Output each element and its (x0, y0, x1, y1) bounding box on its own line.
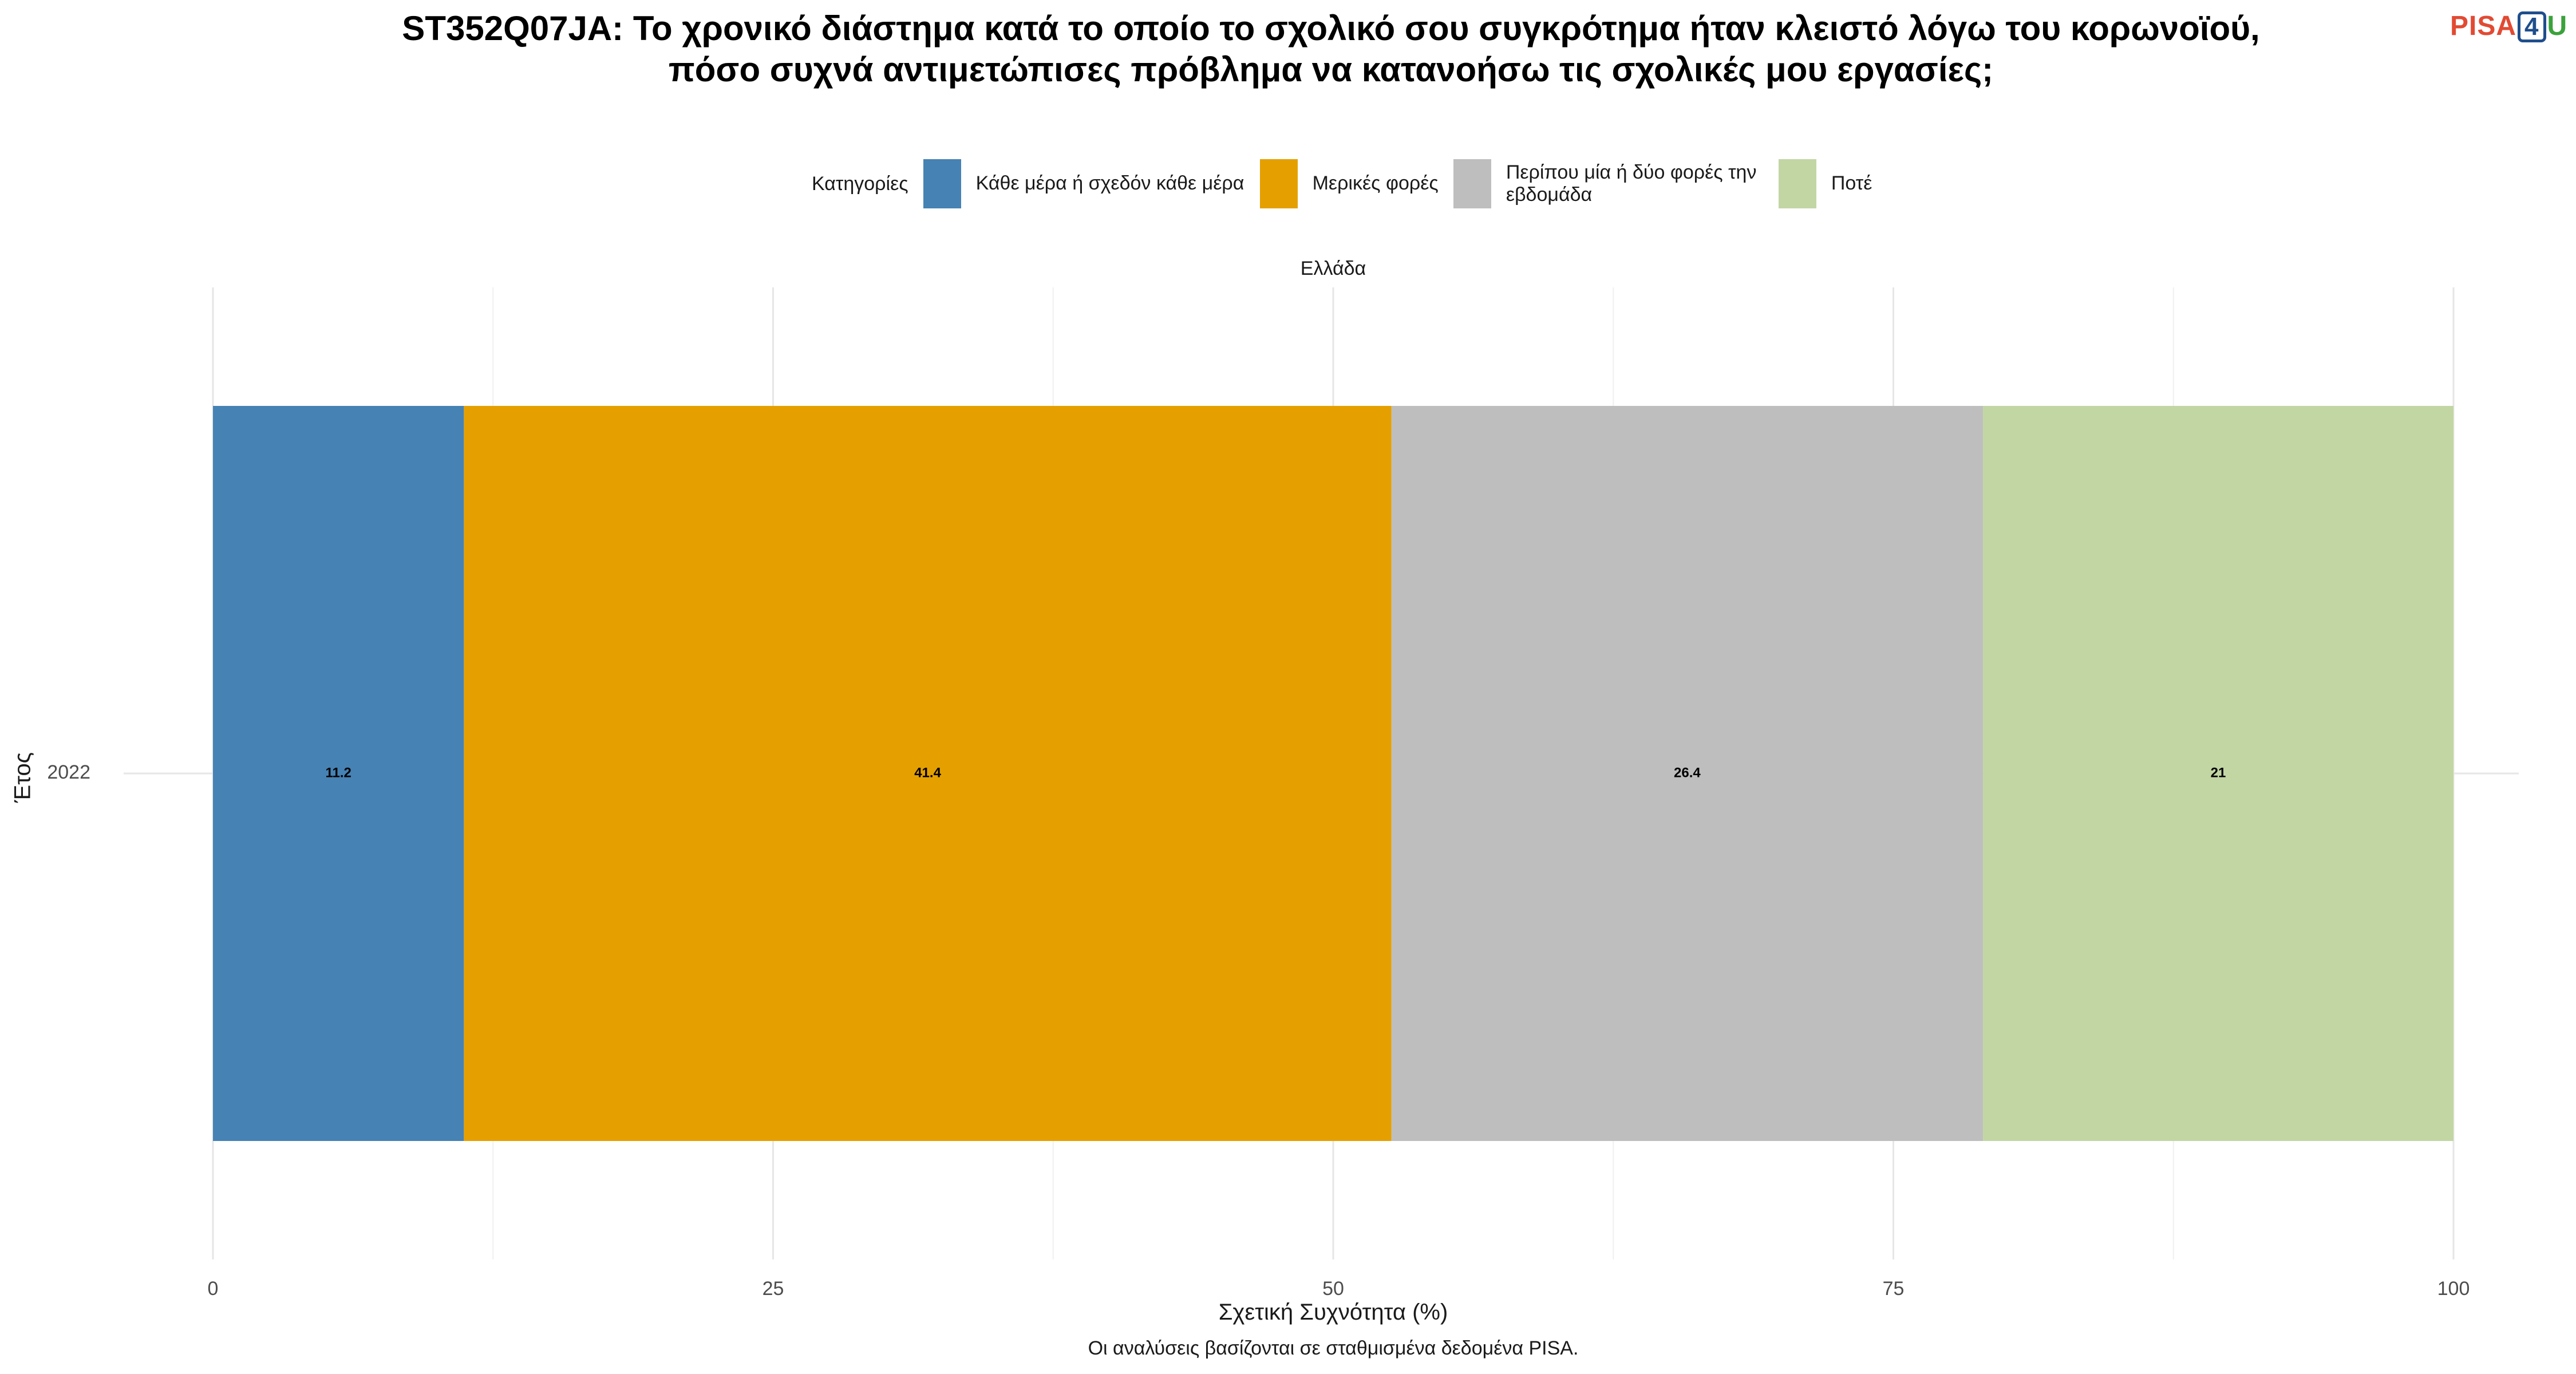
x-tick-label: 75 (1883, 1278, 1905, 1300)
x-axis-label: Σχετική Συχνότητα (%) (1218, 1300, 1448, 1325)
caption: Οι αναλύσεις βασίζονται σε σταθμισμένα δ… (1088, 1337, 1579, 1359)
legend-item-never: Ποτέ (1778, 159, 1872, 208)
legend-swatch-weekly (1453, 159, 1491, 208)
chart-title: ST352Q07JA: Το χρονικό διάστημα κατά το … (402, 9, 2260, 89)
legend: Κατηγορίες Κάθε μέρα ή σχεδόν κάθε μέρα … (812, 157, 1887, 211)
bar-label-1: 11.2 (325, 765, 351, 780)
legend-label-weekly: Περίπου μία ή δύο φορές την εβδομάδα (1506, 161, 1757, 206)
legend-item-every-day: Κάθε μέρα ή σχεδόν κάθε μέρα (923, 159, 1245, 208)
legend-label-every-day: Κάθε μέρα ή σχεδόν κάθε μέρα (975, 172, 1244, 195)
legend-swatch-sometimes (1259, 159, 1298, 208)
bar-segment-2 (464, 406, 1392, 1141)
pisa4u-logo: PISA 4 U (2450, 11, 2568, 42)
x-tick-label: 50 (1322, 1278, 1344, 1300)
legend-label-never: Ποτέ (1831, 172, 1872, 195)
x-tick-label: 0 (208, 1278, 219, 1300)
facet-label: Ελλάδα (1300, 258, 1366, 279)
x-tick-label: 100 (2437, 1278, 2470, 1300)
legend-swatch-every-day (923, 159, 961, 208)
bar-segment-1 (213, 406, 464, 1141)
legend-title: Κατηγορίες (812, 172, 908, 195)
y-axis-label: Έτος (10, 752, 35, 803)
x-tick-label: 25 (762, 1278, 784, 1300)
legend-item-sometimes: Μερικές φορές (1259, 159, 1439, 208)
bar-label-3: 26.4 (1674, 765, 1701, 780)
bar-label-4: 21 (2211, 765, 2226, 780)
bar-label-2: 41.4 (914, 765, 941, 780)
bar-segment-4 (1983, 406, 2453, 1141)
legend-item-weekly: Περίπου μία ή δύο φορές την εβδομάδα (1453, 159, 1764, 208)
legend-label-sometimes: Μερικές φορές (1312, 172, 1439, 195)
y-tick-label: 2022 (47, 761, 90, 783)
legend-swatch-never (1778, 159, 1816, 208)
bar-segment-3 (1391, 406, 1984, 1141)
